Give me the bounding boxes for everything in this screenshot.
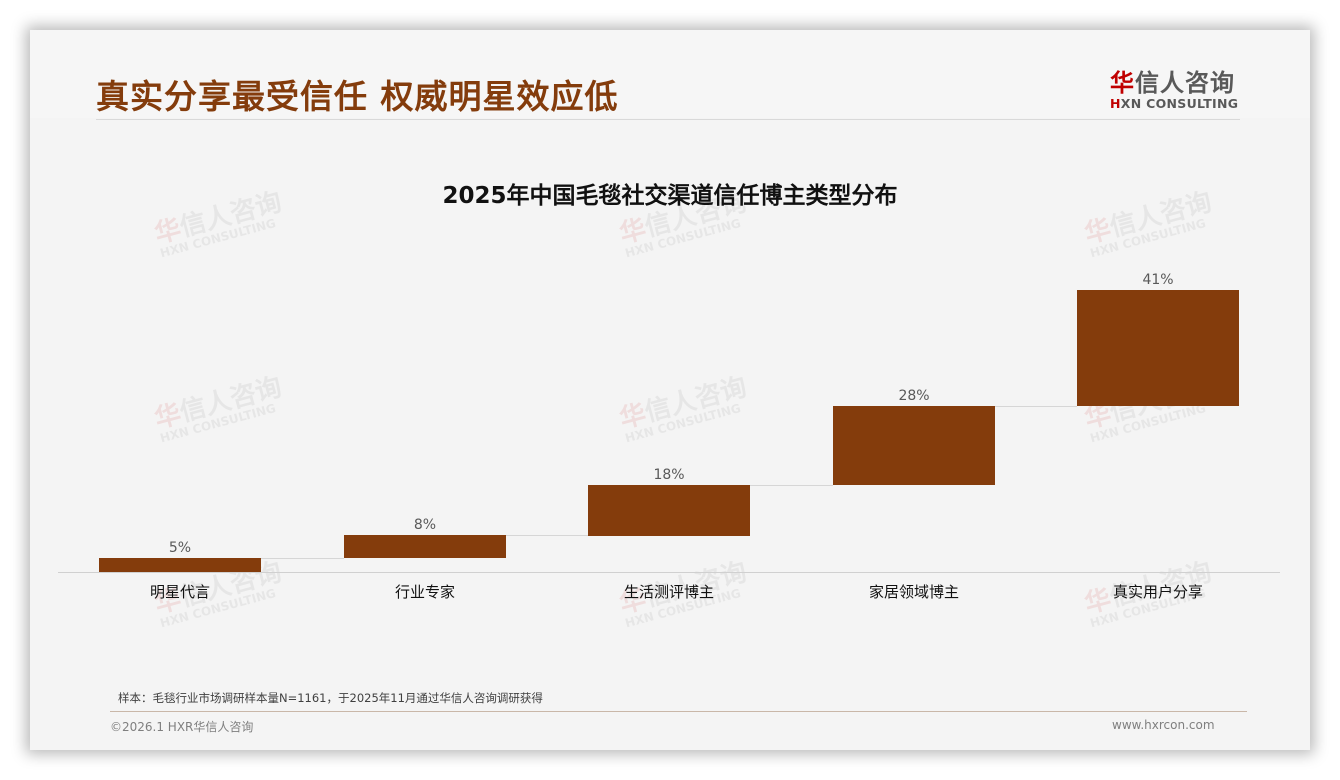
data-label: 28% [898, 388, 930, 404]
category-label: 行业专家 [394, 583, 455, 601]
title-divider [96, 119, 1240, 120]
connector-line [750, 485, 833, 486]
chart-title: 2025年中国毛毯社交渠道信任博主类型分布 [442, 183, 898, 209]
waterfall-chart: 5% 明星代言 8% 行业专家 18% 生活测评博主 28% 家居领域博主 41% 真实用户分享 [30, 30, 1310, 750]
bar [344, 535, 506, 558]
connector-line [995, 406, 1077, 407]
connector-line [506, 535, 588, 536]
bar [588, 485, 750, 536]
connector-line [261, 558, 344, 559]
header-band [30, 30, 1310, 118]
data-label: 18% [653, 467, 685, 483]
page-title: 真实分享最受信任 权威明星效应低 [96, 77, 619, 116]
x-axis-line [58, 572, 1280, 573]
logo-cn: 华信人咨询 [1110, 63, 1250, 98]
category-label: 真实用户分享 [1112, 583, 1203, 601]
bar [99, 558, 261, 572]
logo-cn-rest: 信人咨询 [1135, 69, 1235, 97]
website-link[interactable]: www.hxrcon.com [1112, 718, 1215, 732]
bar [833, 406, 995, 485]
logo-en: HXN CONSULTING [1110, 96, 1250, 111]
category-label: 家居领域博主 [868, 583, 959, 601]
footer-divider [110, 711, 1247, 712]
copyright: ©2026.1 HXR华信人咨询 [110, 720, 254, 734]
data-label: 8% [413, 517, 437, 533]
category-label: 生活测评博主 [623, 583, 714, 601]
bar [1077, 290, 1239, 406]
company-logo: 华信人咨询 HXN CONSULTING [1110, 63, 1250, 111]
logo-en-rest: XN CONSULTING [1120, 96, 1239, 111]
data-label: 41% [1142, 272, 1174, 288]
logo-en-accent: H [1110, 96, 1121, 111]
data-label: 5% [168, 540, 192, 556]
slide: 真实分享最受信任 权威明星效应低 华信人咨询 HXN CONSULTING 华信… [30, 30, 1310, 750]
sample-note: 样本：毛毯行业市场调研样本量N=1161，于2025年11月通过华信人咨询调研获… [118, 691, 543, 705]
logo-cn-accent: 华 [1110, 69, 1135, 97]
category-label: 明星代言 [149, 583, 210, 601]
